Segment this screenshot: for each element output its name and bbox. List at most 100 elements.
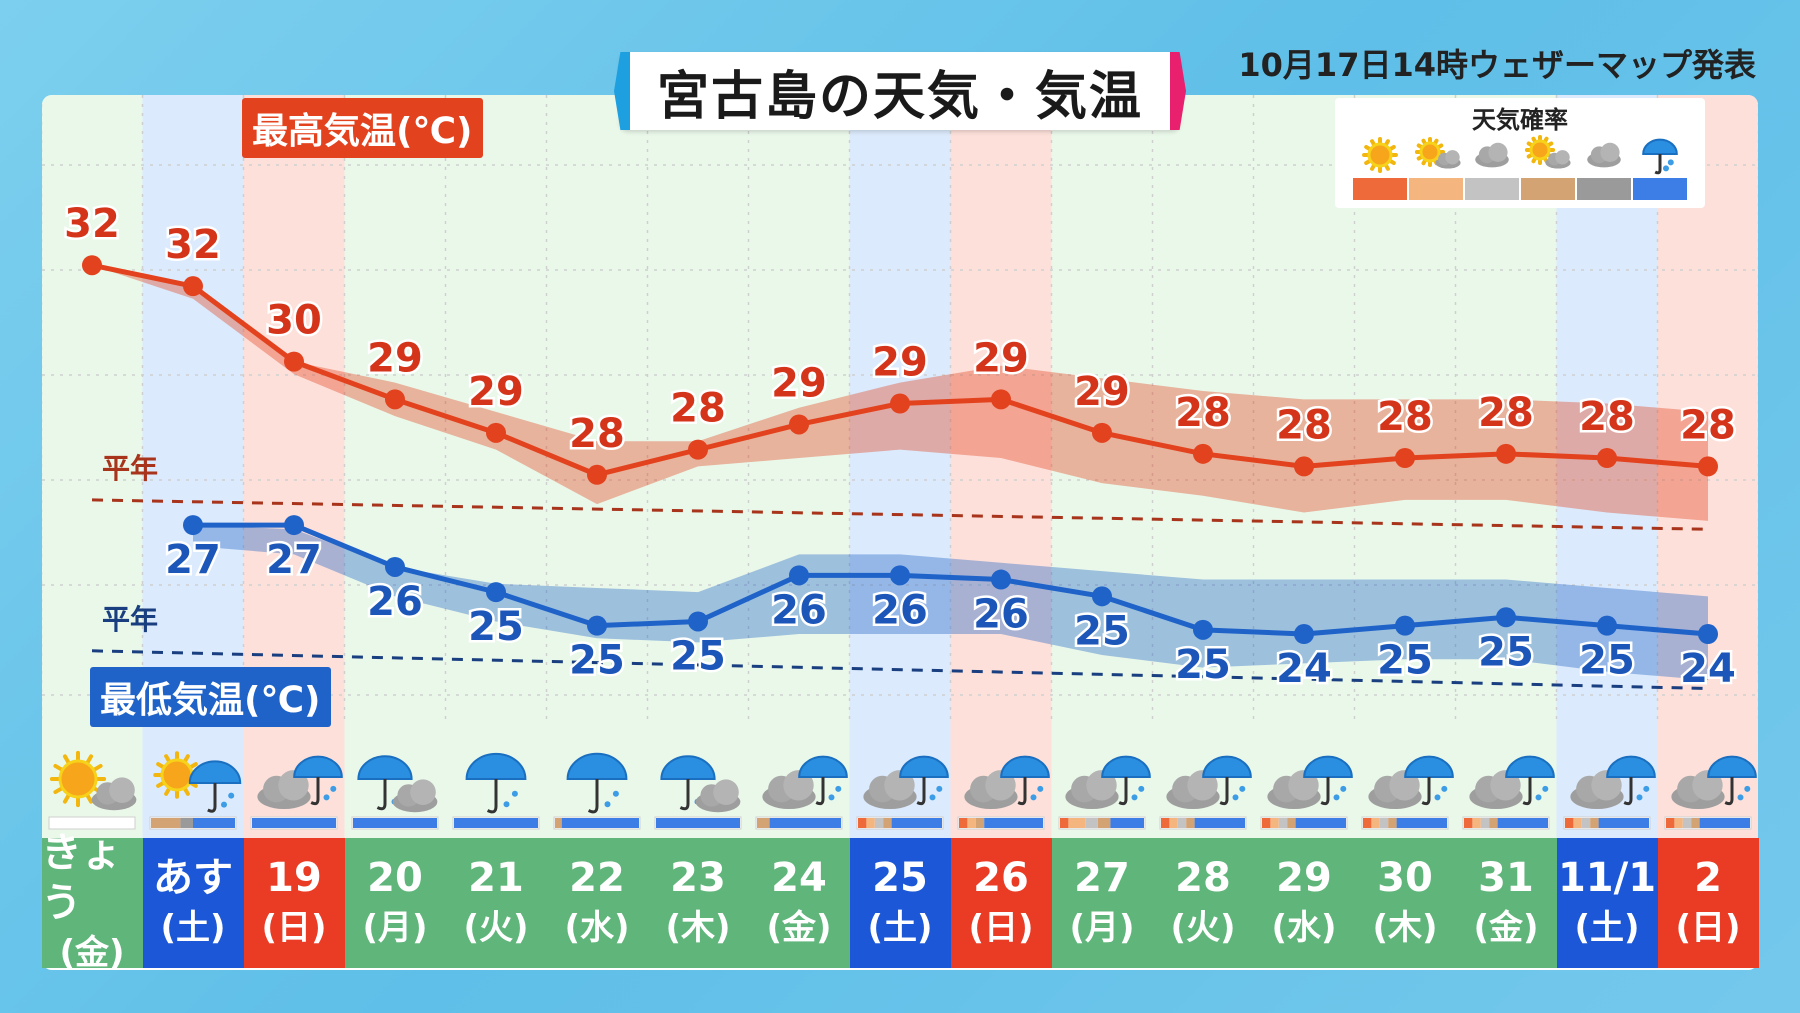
rain-icon xyxy=(1642,138,1678,175)
min-temp-value: 25 xyxy=(1478,629,1534,675)
prob-strip-segment xyxy=(555,818,562,828)
max-temp-point xyxy=(890,393,910,414)
prob-strip-segment xyxy=(1388,818,1397,828)
prob-strip-segment xyxy=(193,818,235,828)
umbrella-handle xyxy=(486,779,498,814)
sun-disc xyxy=(58,759,98,799)
umbrella-canopy xyxy=(1707,755,1757,778)
rain-drop xyxy=(936,785,943,792)
cloud-puff xyxy=(1488,142,1508,162)
cloudy-rain-icon xyxy=(1570,755,1656,810)
rain-drop xyxy=(1542,785,1549,792)
day-date: 2 xyxy=(1694,855,1722,901)
umbrella-handle xyxy=(1421,777,1431,806)
day-cell: 27 (月) xyxy=(1051,838,1153,968)
day-cell: あす (土) xyxy=(142,838,244,968)
prob-strip-segment xyxy=(1565,818,1574,828)
prob-strip-segment xyxy=(1363,818,1372,828)
prob-strip-segment xyxy=(1177,818,1187,828)
day-weekday: (日) xyxy=(261,908,327,948)
prob-strip-segment xyxy=(1573,818,1582,828)
prob-strip-segment xyxy=(1262,818,1271,828)
min-temp-point xyxy=(284,515,304,536)
day-weekday: (日) xyxy=(1675,908,1741,948)
prob-strip-segment xyxy=(1278,818,1288,828)
umbrella-canopy xyxy=(1606,755,1656,778)
min-temp-point xyxy=(1698,624,1718,645)
rain-drop xyxy=(503,801,510,808)
prob-strip-segment xyxy=(1371,818,1380,828)
min-temp-point xyxy=(991,569,1011,590)
day-weekday: (日) xyxy=(968,908,1034,948)
sun-ray xyxy=(85,793,94,804)
prob-strip-segment xyxy=(252,818,336,828)
day-cell: 21 (火) xyxy=(445,838,547,968)
cloudy-rain-icon xyxy=(762,755,848,810)
prob-strip-segment xyxy=(1085,818,1098,828)
day-weekday: (水) xyxy=(564,908,630,948)
min-temp-value: 25 xyxy=(1074,608,1130,654)
sun-ray xyxy=(164,754,172,764)
umbrella-canopy xyxy=(1202,755,1252,778)
min-temp-value: 27 xyxy=(266,537,322,583)
sunny-rain-icon xyxy=(153,751,242,813)
prob-strip-segment xyxy=(1270,818,1279,828)
max-temp-point xyxy=(1496,443,1516,464)
rain-drop xyxy=(1138,785,1145,792)
day-cell: 20 (月) xyxy=(344,838,446,968)
legend-swatch xyxy=(1633,178,1687,200)
cloudy-rain-icon xyxy=(1469,755,1555,810)
cloudy-rain-icon xyxy=(1065,755,1151,810)
max-temp-value: 32 xyxy=(165,222,221,268)
prob-strip-segment xyxy=(866,818,875,828)
legend-swatch xyxy=(1409,178,1463,200)
rain-drop xyxy=(1744,785,1751,792)
min-temp-point xyxy=(1597,615,1617,636)
max-temp-value: 28 xyxy=(1175,390,1231,436)
umbrella-canopy xyxy=(1505,755,1555,778)
day-cell: 31 (金) xyxy=(1455,838,1557,968)
day-cell: 26 (日) xyxy=(950,838,1052,968)
min-temp-point xyxy=(1294,624,1314,645)
min-temp-value: 25 xyxy=(1377,638,1433,684)
min-temp-point xyxy=(1395,615,1415,636)
rain-drop xyxy=(1535,794,1542,801)
cloud-puff xyxy=(1600,142,1620,162)
min-range-band xyxy=(193,525,1708,681)
cloud-puff xyxy=(410,779,436,805)
sun-ray xyxy=(53,786,64,795)
sun-ray xyxy=(62,754,71,765)
day-date: 30 xyxy=(1377,855,1433,901)
max-temp-value: 29 xyxy=(872,340,928,386)
sun-ray xyxy=(182,786,190,796)
column-bg xyxy=(1152,95,1254,840)
prob-strip-segment xyxy=(1396,818,1447,828)
cloud-puff xyxy=(109,777,135,803)
max-temp-value: 32 xyxy=(64,201,120,247)
rain-drop xyxy=(1340,785,1347,792)
legend-swatch xyxy=(1465,178,1519,200)
cloudy-rain-icon xyxy=(1166,755,1252,810)
day-date: 31 xyxy=(1478,855,1534,901)
prob-strip-segment xyxy=(1480,818,1490,828)
prob-strip-segment xyxy=(1581,818,1591,828)
day-weekday: (火) xyxy=(1170,908,1236,948)
issued-text: 10月17日14時ウェザーマップ発表 xyxy=(1238,46,1756,84)
rain-drop xyxy=(1643,785,1650,792)
prob-strip-segment xyxy=(959,818,968,828)
rain-drop xyxy=(1667,159,1674,166)
column-bg xyxy=(1051,95,1153,840)
max-temp-point xyxy=(1193,443,1213,464)
max-temp-point xyxy=(688,439,708,460)
min-temp-value: 27 xyxy=(165,537,221,583)
max-temp-point xyxy=(1294,456,1314,477)
day-weekday: (月) xyxy=(1069,908,1135,948)
day-weekday: (土) xyxy=(160,908,226,948)
rain-drop xyxy=(1037,785,1044,792)
rain-drop xyxy=(323,794,330,801)
rain-drop xyxy=(828,794,835,801)
umbrella-handle xyxy=(207,783,217,813)
rain-drop xyxy=(1131,794,1138,801)
min-temp-value: 24 xyxy=(1680,646,1736,692)
